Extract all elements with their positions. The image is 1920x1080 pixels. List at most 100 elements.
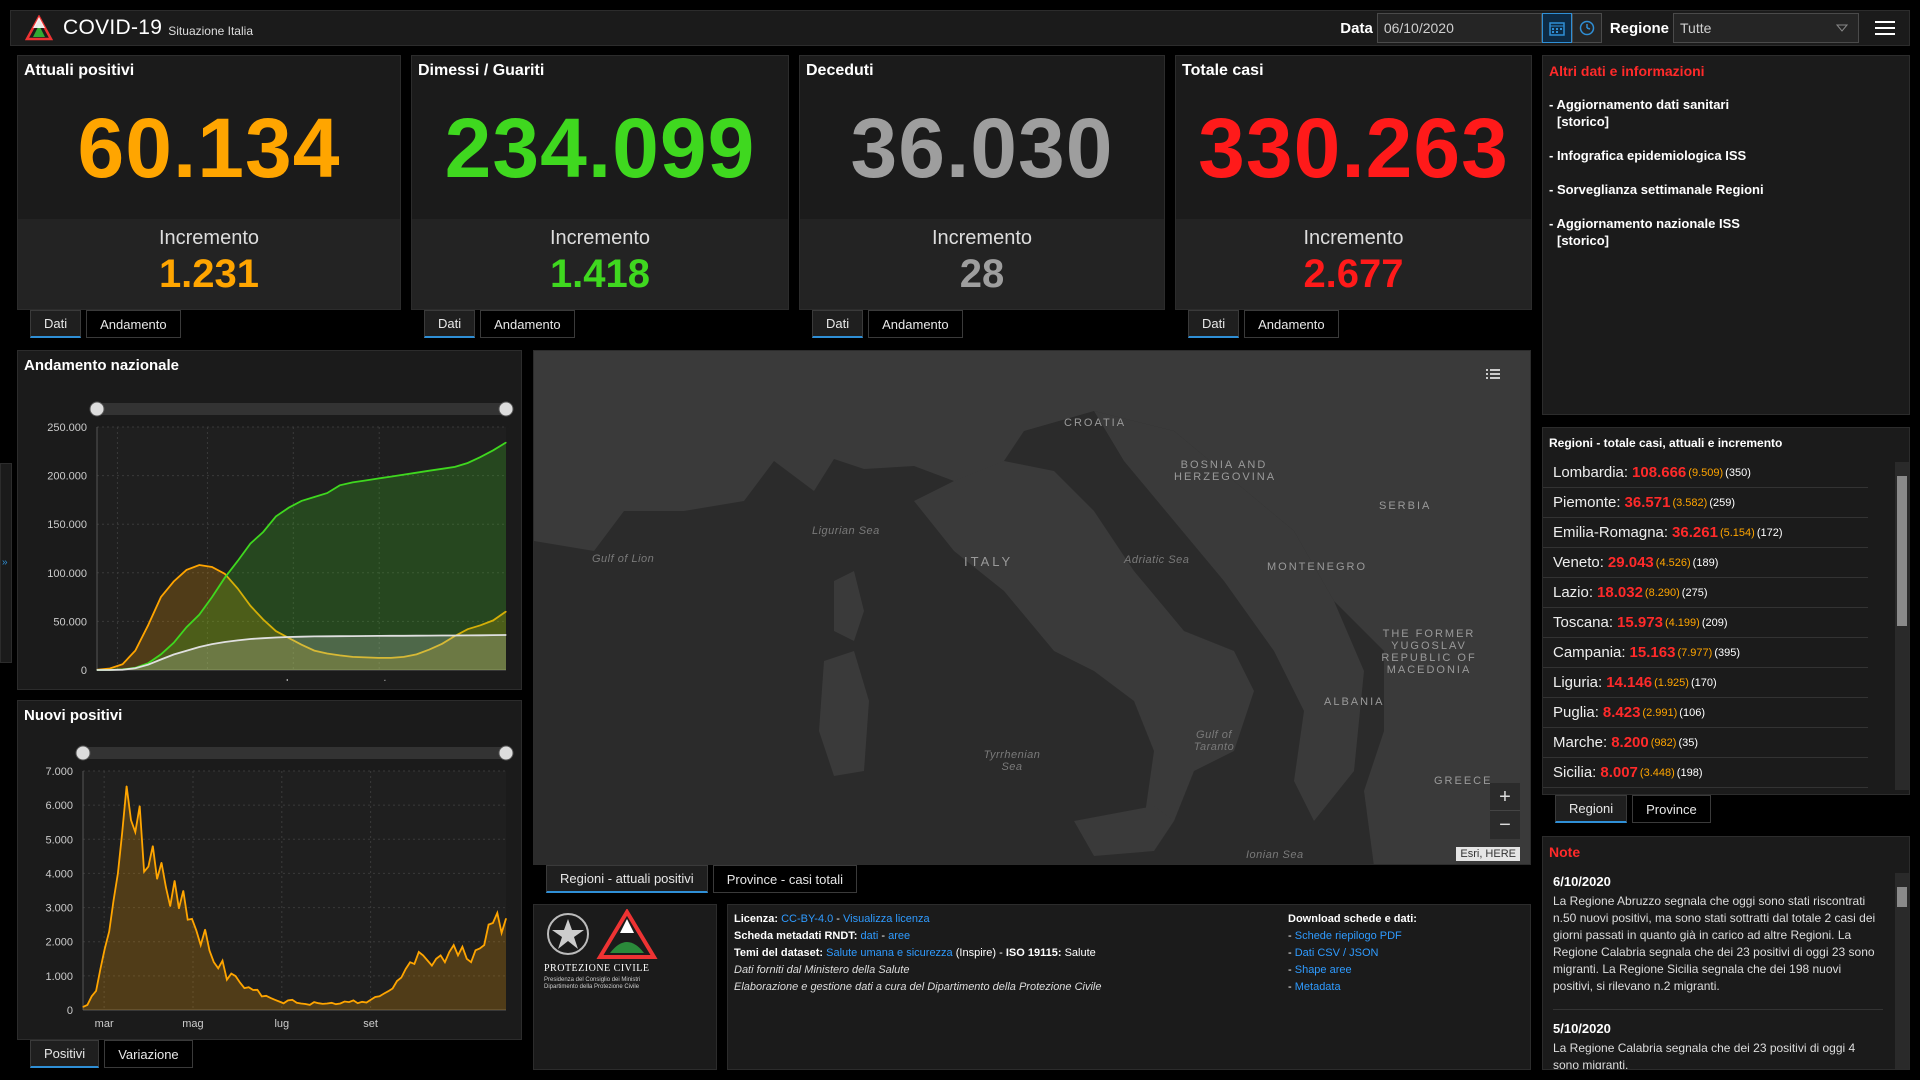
region-row[interactable]: Puglia: 8.423 (2.991) (106) — [1543, 698, 1868, 728]
card-tabs-deceduti: Dati Andamento — [812, 310, 963, 338]
calendar-button[interactable] — [1541, 13, 1572, 43]
view-license-link[interactable]: Visualizza licenza — [843, 913, 930, 925]
note-text: La Regione Abruzzo segnala che oggi sono… — [1553, 894, 1876, 993]
tab-province[interactable]: Province — [1632, 795, 1711, 823]
map-sea-adriatic: Adriatic Sea — [1124, 554, 1190, 566]
data-point — [483, 944, 485, 946]
data-point — [352, 656, 354, 658]
tab-dati[interactable]: Dati — [424, 310, 476, 338]
region-row[interactable]: Marche: 8.200 (982) (35) — [1543, 728, 1868, 758]
map-label-greece: GREECE — [1434, 775, 1493, 787]
region-row[interactable]: Campania: 15.163 (7.977) (395) — [1543, 638, 1868, 668]
region-row[interactable]: Sicilia: 8.007 (3.448) (198) — [1543, 758, 1868, 788]
info-link-sorveglianza[interactable]: - Sorveglianza settimanale Regioni — [1549, 182, 1764, 197]
zoom-in-button[interactable]: + — [1490, 783, 1520, 811]
region-increment: (259) — [1709, 496, 1736, 509]
data-point — [505, 441, 507, 444]
data-point — [390, 475, 392, 478]
data-point — [221, 960, 224, 962]
x-tick-label: set — [372, 678, 387, 681]
download-metadata-link[interactable]: Metadata — [1294, 981, 1341, 993]
region-name: Campania: — [1553, 644, 1626, 661]
meta-aree-link[interactable]: aree — [888, 930, 911, 942]
region-current: (2.991) — [1642, 706, 1678, 719]
region-increment: (275) — [1681, 586, 1708, 599]
data-point — [239, 982, 241, 984]
scrollbar-thumb[interactable] — [1897, 887, 1907, 907]
clock-button[interactable] — [1571, 13, 1602, 43]
data-point — [236, 639, 239, 641]
map-label-albania: ALBANIA — [1324, 696, 1385, 708]
side-panel-handle[interactable]: » — [0, 463, 12, 663]
data-point — [454, 634, 456, 637]
card-dimessi-guariti: Dimessi / Guariti 234.099 Incremento 1.4… — [411, 55, 789, 310]
region-row[interactable]: Toscana: 15.973 (4.199) (209) — [1543, 608, 1868, 638]
card-increment-label: Incremento — [549, 227, 651, 249]
region-current: (4.526) — [1655, 556, 1691, 569]
notes-scrollbar[interactable] — [1895, 873, 1909, 1069]
data-point — [422, 954, 424, 956]
map-label-italy: ITALY — [964, 554, 1014, 569]
tab-positivi[interactable]: Positivi — [30, 1040, 100, 1068]
data-point — [390, 635, 392, 637]
regions-scrollbar[interactable] — [1895, 462, 1909, 790]
regions-list[interactable]: Lombardia: 108.666 (9.509) (350) Piemonte: 36… — [1543, 458, 1868, 788]
map-view[interactable]: CROATIA BOSNIA AND HERZEGOVINA SERBIA IT… — [533, 350, 1531, 865]
data-point — [198, 613, 200, 616]
zoom-out-button[interactable]: − — [1490, 811, 1520, 839]
tab-dati[interactable]: Dati — [812, 310, 864, 338]
tab-andamento[interactable]: Andamento — [86, 310, 181, 338]
tab-dati[interactable]: Dati — [30, 310, 82, 338]
region-total: 29.043 — [1607, 554, 1654, 571]
card-value: 330.263 — [1198, 101, 1509, 195]
data-point — [344, 1000, 346, 1003]
region-row[interactable]: Lombardia: 108.666 (9.509) (350) — [1543, 458, 1868, 488]
y-tick-label: 250.000 — [47, 422, 87, 434]
tab-variazione[interactable]: Variazione — [104, 1040, 193, 1068]
data-point — [200, 944, 202, 946]
region-row[interactable]: Lazio: 18.032 (8.290) (275) — [1543, 578, 1868, 608]
legend-button[interactable] — [1478, 359, 1508, 389]
info-link-iss[interactable]: - Aggiornamento nazionale ISS [storico] — [1549, 216, 1740, 248]
region-select[interactable]: Tutte — [1673, 13, 1859, 43]
tab-regioni[interactable]: Regioni — [1555, 795, 1628, 823]
download-pdf-link[interactable]: Schede riepilogo PDF — [1294, 930, 1402, 942]
data-point — [467, 634, 469, 636]
tab-dati[interactable]: Dati — [1188, 310, 1240, 338]
data-point — [505, 917, 507, 920]
tab-regioni-attuali[interactable]: Regioni - attuali positivi — [546, 865, 708, 893]
download-shape-link[interactable]: Shape aree — [1294, 964, 1352, 976]
notes-panel: Note 6/10/2020 La Regione Abruzzo segnal… — [1542, 836, 1910, 1070]
data-point — [236, 587, 239, 589]
data-point — [278, 1000, 280, 1003]
region-row[interactable]: Piemonte: 36.571 (3.582) (259) — [1543, 488, 1868, 518]
emblem-icon — [547, 913, 589, 955]
data-point — [211, 643, 213, 645]
download-csv-link[interactable]: Dati CSV / JSON — [1294, 947, 1379, 959]
info-link-infografica[interactable]: - Infografica epidemiologica ISS — [1549, 148, 1747, 163]
x-tick-label: mag — [182, 1018, 203, 1030]
data-point — [95, 990, 97, 992]
region-row[interactable]: Liguria: 14.146 (1.925) (170) — [1543, 668, 1868, 698]
date-input[interactable] — [1376, 13, 1542, 43]
data-point — [121, 663, 124, 665]
range-slider-track — [83, 747, 506, 759]
data-point — [361, 1001, 363, 1003]
protezione-civile-logo-icon — [596, 909, 658, 959]
region-current: (5.154) — [1719, 526, 1755, 539]
data-point — [291, 999, 293, 1001]
tab-andamento[interactable]: Andamento — [480, 310, 575, 338]
info-link-aggiornamento[interactable]: - Aggiornamento dati sanitari [storico] — [1549, 97, 1730, 129]
tab-andamento[interactable]: Andamento — [1244, 310, 1339, 338]
license-link[interactable]: CC-BY-4.0 — [781, 913, 834, 925]
info-panel: Altri dati e informazioni - Aggiornament… — [1542, 55, 1910, 415]
tab-province-casi[interactable]: Province - casi totali — [712, 865, 858, 893]
data-point — [287, 999, 289, 1001]
region-row[interactable]: Emilia-Romagna: 36.261 (5.154) (172) — [1543, 518, 1868, 548]
tab-andamento[interactable]: Andamento — [868, 310, 963, 338]
themes-link[interactable]: Salute umana e sicurezza — [826, 947, 953, 959]
menu-button[interactable] — [1865, 12, 1905, 44]
scrollbar-thumb[interactable] — [1897, 476, 1907, 626]
meta-dati-link[interactable]: dati — [860, 930, 879, 942]
region-row[interactable]: Veneto: 29.043 (4.526) (189) — [1543, 548, 1868, 578]
